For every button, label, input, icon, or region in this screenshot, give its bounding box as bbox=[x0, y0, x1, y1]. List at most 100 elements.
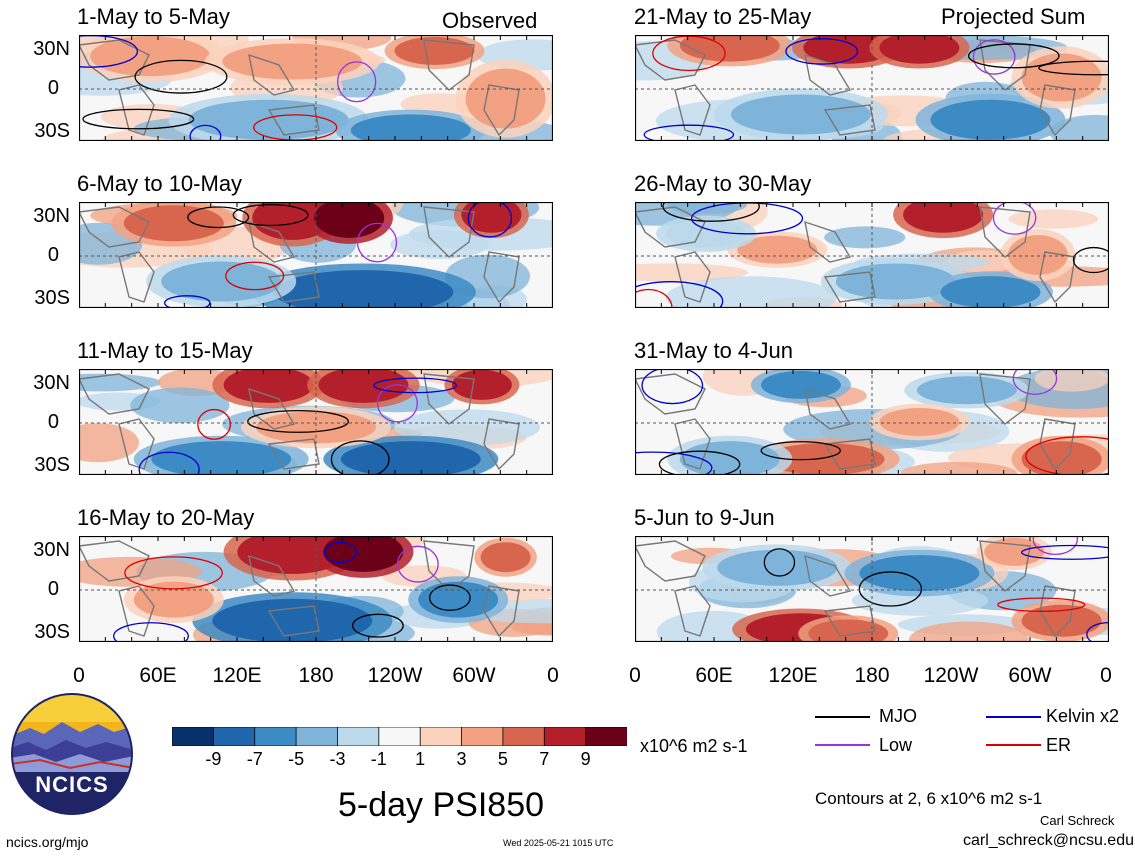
colorbar-label: -1 bbox=[370, 749, 387, 769]
anomaly-shading bbox=[737, 235, 818, 264]
wave-contour bbox=[376, 384, 418, 423]
wave-contour bbox=[330, 440, 390, 475]
map-panel-5-jun bbox=[635, 536, 1109, 642]
coastline bbox=[804, 554, 852, 597]
coastline bbox=[674, 84, 711, 136]
anomaly-shading bbox=[151, 441, 292, 475]
lon-label: 0 bbox=[547, 664, 559, 687]
coastline bbox=[423, 373, 475, 425]
coastline bbox=[423, 540, 475, 592]
colorbar-swatch bbox=[212, 727, 256, 746]
coastline bbox=[823, 104, 876, 136]
wave-contour bbox=[1012, 369, 1058, 395]
anomaly-shading bbox=[323, 536, 404, 572]
coastline bbox=[267, 271, 320, 303]
coastline bbox=[267, 438, 320, 470]
wave-contour bbox=[124, 556, 223, 590]
panel-title: 1-May to 5-May bbox=[77, 4, 230, 29]
panel-title: 31-May to 4-Jun bbox=[634, 338, 793, 363]
coastline bbox=[674, 585, 711, 637]
wave-contour bbox=[967, 43, 1060, 69]
map-frame bbox=[635, 202, 1109, 308]
anomaly-shading bbox=[123, 205, 224, 242]
anomaly-shading bbox=[350, 114, 471, 141]
colorbar-swatch bbox=[502, 727, 546, 746]
map-panel-6-may bbox=[79, 202, 553, 308]
coastline bbox=[483, 84, 520, 137]
wave-contour bbox=[641, 369, 704, 405]
wave-contour bbox=[82, 108, 195, 130]
coastline bbox=[1039, 585, 1076, 638]
coastline bbox=[635, 373, 706, 415]
map-panel-31-may bbox=[635, 369, 1109, 475]
observed-label: Observed bbox=[442, 8, 538, 33]
anomaly-shading bbox=[90, 36, 211, 77]
wave-contour bbox=[1032, 536, 1079, 556]
legend-swatch-er bbox=[986, 744, 1041, 746]
wave-contour bbox=[785, 38, 859, 65]
anomaly-shading bbox=[161, 261, 282, 302]
anomaly-shading bbox=[461, 202, 522, 233]
lat-label-30n: 30N bbox=[33, 372, 70, 394]
ncics-logo: NCICS bbox=[10, 692, 134, 816]
coastline bbox=[979, 540, 1031, 592]
coastline bbox=[804, 220, 852, 263]
anomaly-shading bbox=[390, 230, 489, 259]
anomaly-shading bbox=[859, 555, 980, 592]
footer-email: carl_schreck@ncsu.edu bbox=[963, 832, 1134, 849]
projected-sum-label: Projected Sum bbox=[941, 4, 1086, 29]
anomaly-shading bbox=[916, 376, 1017, 405]
anomaly-shading bbox=[717, 549, 838, 586]
anomaly-shading bbox=[665, 276, 837, 308]
wave-contour bbox=[396, 545, 439, 583]
lon-label: 120W bbox=[367, 664, 423, 687]
lon-label: 180 bbox=[298, 664, 334, 687]
anomaly-shading bbox=[79, 373, 161, 392]
colorbar-label: -5 bbox=[288, 749, 305, 769]
wave-contour bbox=[138, 451, 200, 475]
footer-author: Carl Schreck bbox=[1040, 813, 1115, 828]
anomaly-shading bbox=[1021, 441, 1102, 475]
wave-contour bbox=[763, 548, 796, 577]
legend-label-mjo: MJO bbox=[879, 706, 917, 726]
wave-contour bbox=[997, 597, 1086, 612]
wave-contour bbox=[652, 35, 726, 72]
map-panel-21-may bbox=[635, 35, 1109, 141]
logo-text: NCICS bbox=[35, 772, 109, 797]
coastline bbox=[118, 585, 155, 637]
colorbar-swatch bbox=[543, 727, 587, 746]
coastline bbox=[118, 251, 155, 303]
legend-swatch-low bbox=[815, 744, 870, 746]
coastline bbox=[1039, 418, 1076, 471]
anomaly-shading bbox=[394, 36, 475, 65]
footer-url: ncics.org/mjo bbox=[6, 834, 89, 850]
panel-title: 6-May to 10-May bbox=[77, 171, 243, 196]
panel-title: 16-May to 20-May bbox=[77, 505, 255, 530]
anomaly-shading bbox=[803, 35, 894, 64]
anomaly-shading bbox=[760, 370, 841, 399]
coastline bbox=[674, 251, 711, 303]
anomaly-shading bbox=[1007, 235, 1068, 275]
wave-contour bbox=[352, 613, 404, 638]
coastline bbox=[79, 373, 150, 415]
wave-contour bbox=[373, 377, 458, 394]
wave-contour bbox=[643, 124, 735, 141]
wave-contour bbox=[658, 450, 741, 475]
legend-swatch-kelvin bbox=[986, 716, 1041, 718]
map-frame bbox=[635, 536, 1109, 642]
colorbar-swatch bbox=[337, 727, 380, 746]
wave-contour bbox=[232, 203, 309, 227]
map-frame bbox=[79, 202, 553, 308]
coastline bbox=[79, 540, 150, 582]
map-panel-16-may bbox=[79, 536, 553, 642]
wave-contour bbox=[113, 622, 189, 642]
lat-label-30s: 30S bbox=[34, 621, 70, 643]
lon-label: 0 bbox=[73, 664, 85, 687]
wave-contour bbox=[1072, 246, 1109, 274]
wave-contour bbox=[429, 584, 471, 611]
colorbar-swatch bbox=[419, 727, 463, 746]
coastline bbox=[423, 39, 475, 91]
coastline bbox=[267, 605, 320, 637]
anomaly-shading bbox=[451, 369, 512, 400]
wave-contour bbox=[323, 541, 358, 563]
